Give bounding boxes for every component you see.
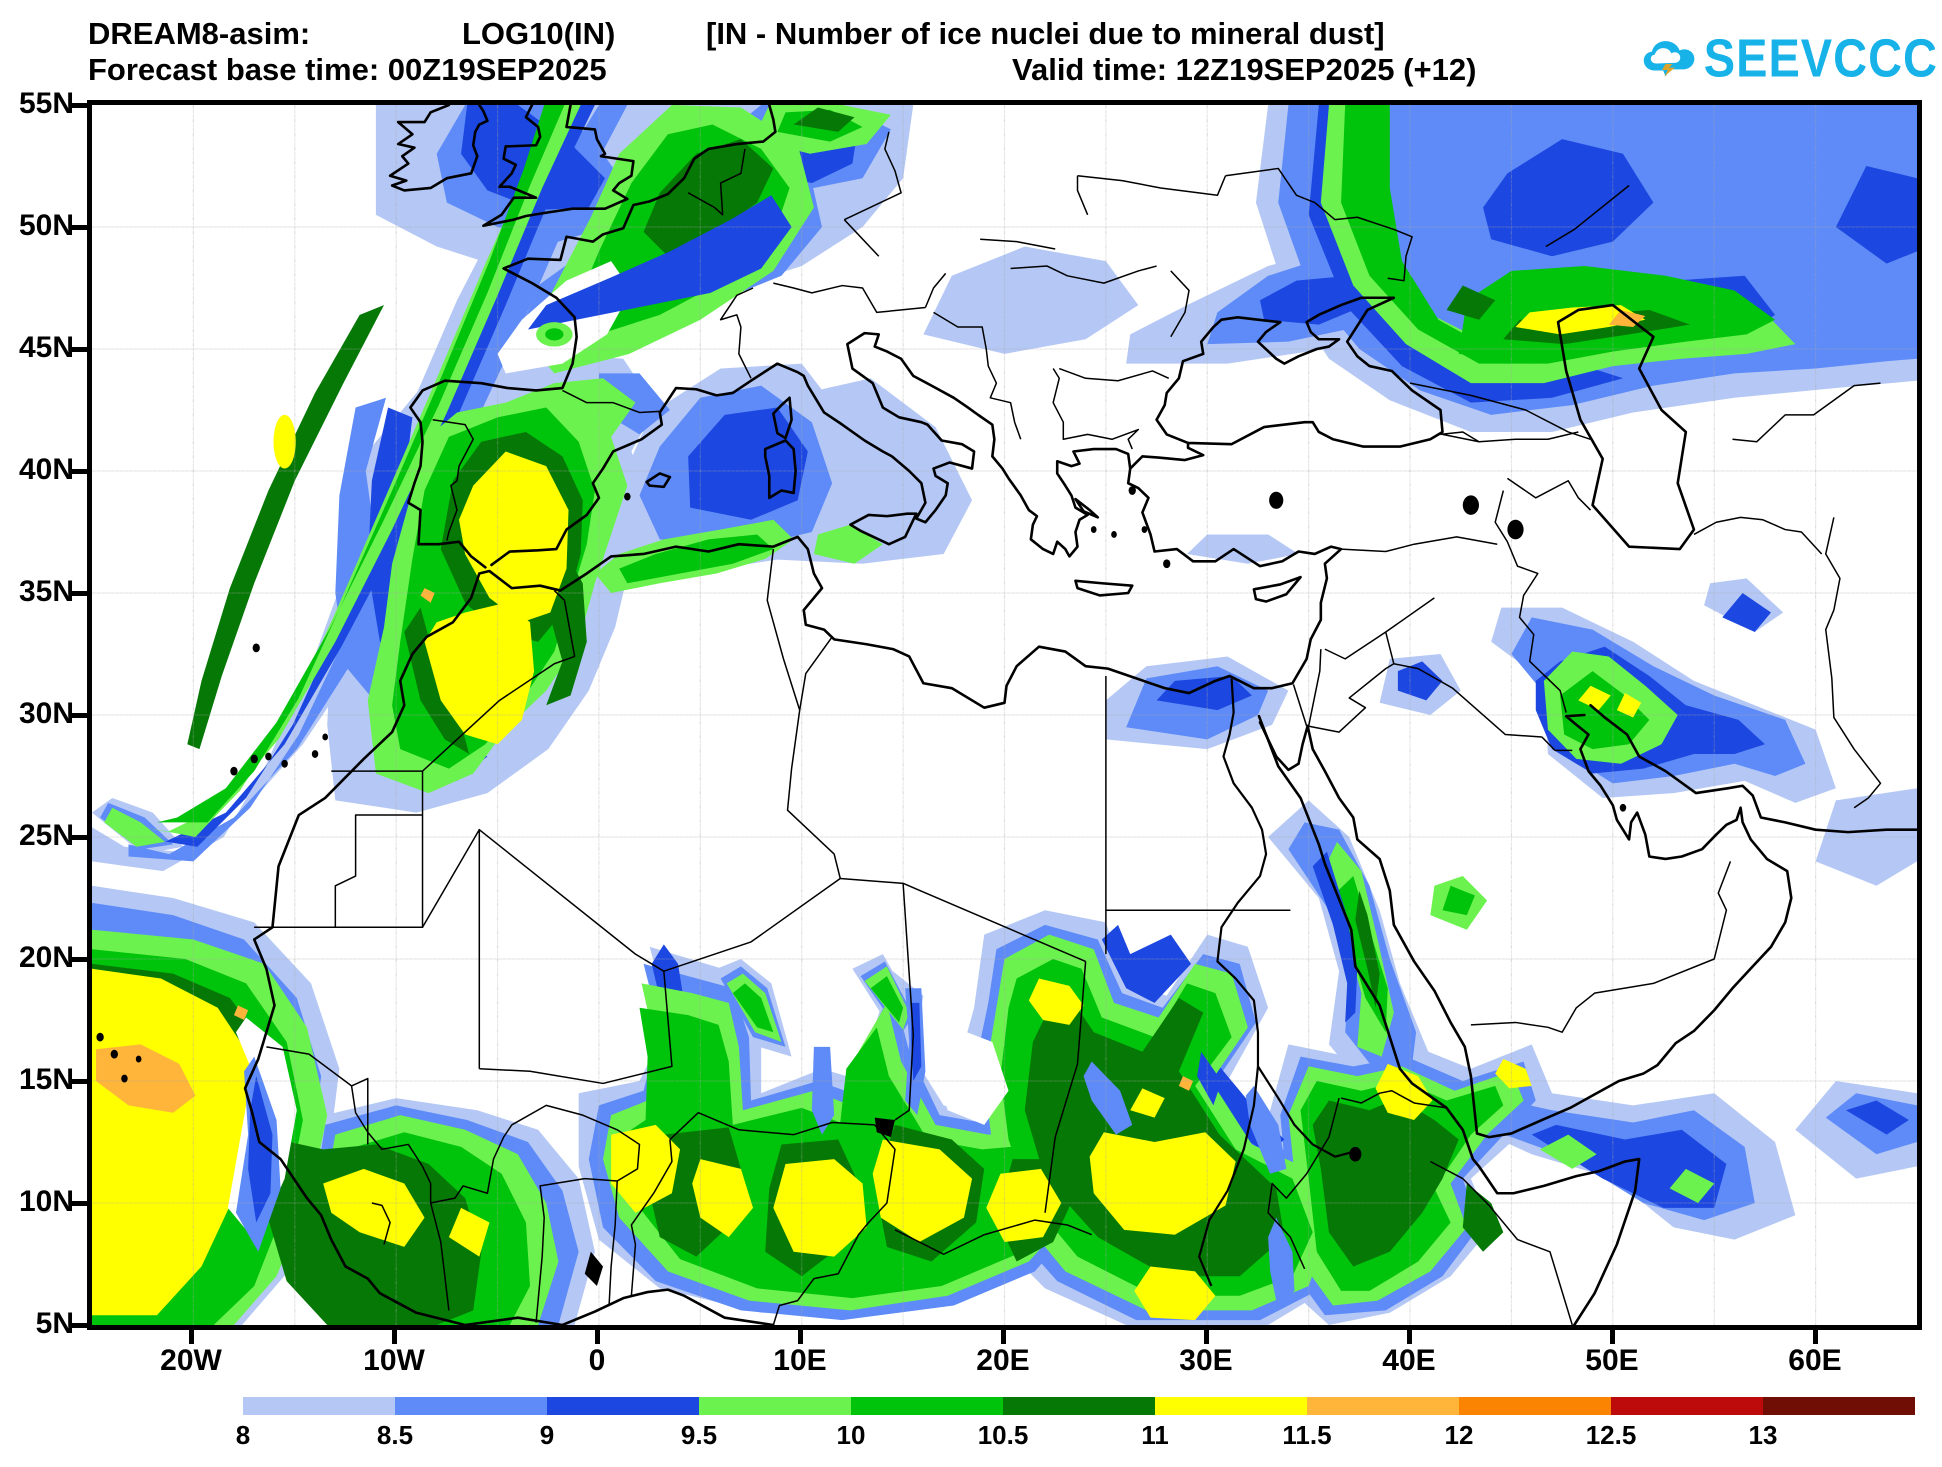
nile-river: [1199, 678, 1353, 1286]
legend-value: 12.5: [1585, 1420, 1637, 1450]
legend-swatch: [1003, 1397, 1155, 1415]
y-tick: [72, 469, 87, 474]
legend-value: 11: [1141, 1420, 1169, 1450]
coastlines: [245, 105, 1917, 1325]
shade-level-11: [92, 305, 1646, 1321]
map-frame: [87, 100, 1922, 1330]
map-svg: [92, 105, 1917, 1325]
y-axis-label: 25N: [18, 819, 74, 852]
y-tick: [72, 347, 87, 352]
legend-swatch: [1307, 1397, 1459, 1415]
seevccc-logo: SEEVCCC: [1642, 22, 1938, 92]
legend-swatch: [851, 1397, 1003, 1415]
country-borders: [254, 132, 1880, 1325]
legend-value: 9.5: [680, 1420, 718, 1450]
y-axis-label: 50N: [18, 209, 74, 242]
legend-swatch: [1155, 1397, 1307, 1415]
legend-value: 12: [1444, 1420, 1474, 1450]
x-tick: [798, 1330, 803, 1344]
legend-value: 9: [539, 1420, 555, 1450]
x-tick: [595, 1330, 600, 1344]
legend-swatch: [1763, 1397, 1915, 1415]
y-tick: [72, 713, 87, 718]
variable-description: [IN - Number of ice nuclei due to minera…: [706, 16, 1385, 51]
x-axis-label: 60E: [1788, 1344, 1842, 1377]
dust-shading: [92, 105, 1917, 1325]
x-axis-label: 10W: [363, 1344, 425, 1377]
variable-name: LOG10(IN): [462, 16, 616, 51]
legend-value: 11.5: [1282, 1420, 1332, 1450]
y-tick: [72, 1201, 87, 1206]
legend-swatch: [1459, 1397, 1611, 1415]
y-axis-label: 30N: [18, 697, 74, 730]
y-axis-label: 10N: [18, 1185, 74, 1218]
y-tick: [72, 835, 87, 840]
x-axis-label: 30E: [1179, 1344, 1233, 1377]
y-axis-label: 5N: [35, 1307, 74, 1340]
x-tick: [1610, 1330, 1615, 1344]
shade-overlays: [235, 195, 1358, 1311]
y-axis-label: 45N: [18, 331, 74, 364]
legend-swatch: [395, 1397, 547, 1415]
x-tick: [1407, 1330, 1412, 1344]
y-tick: [72, 1079, 87, 1084]
y-tick: [72, 957, 87, 962]
x-axis-label: 0: [588, 1344, 606, 1377]
legend-value: 10: [836, 1420, 866, 1450]
y-axis-label: 55N: [18, 87, 74, 120]
legend-swatch: [547, 1397, 699, 1415]
y-axis-label: 40N: [18, 453, 74, 486]
y-tick: [72, 103, 87, 108]
x-tick: [392, 1330, 397, 1344]
forecast-base-time: Forecast base time: 00Z19SEP2025: [88, 52, 607, 87]
x-axis-label: 50E: [1585, 1344, 1639, 1377]
x-axis-label: 20W: [160, 1344, 222, 1377]
lakes: [584, 491, 1524, 1286]
legend-swatch: [243, 1397, 395, 1415]
x-axis-label: 40E: [1382, 1344, 1436, 1377]
legend-value: 10.5: [977, 1420, 1029, 1450]
y-axis-label: 20N: [18, 941, 74, 974]
legend-value: 8: [235, 1420, 251, 1450]
x-tick: [1001, 1330, 1006, 1344]
legend-colorbar: [243, 1397, 1915, 1415]
x-tick: [1204, 1330, 1209, 1344]
y-tick: [72, 225, 87, 230]
y-axis-label: 15N: [18, 1063, 74, 1096]
y-axis-label: 35N: [18, 575, 74, 608]
y-tick: [72, 1323, 87, 1328]
logo-text: SEEVCCC: [1703, 26, 1938, 88]
legend-value: 8.5: [376, 1420, 414, 1450]
x-axis-label: 10E: [773, 1344, 827, 1377]
legend-value: 13: [1748, 1420, 1778, 1450]
y-tick: [72, 591, 87, 596]
valid-time: Valid time: 12Z19SEP2025 (+12): [1012, 52, 1477, 87]
legend-swatch: [1611, 1397, 1763, 1415]
x-axis-label: 20E: [976, 1344, 1030, 1377]
cloud-lightning-icon: [1643, 41, 1695, 77]
x-tick: [189, 1330, 194, 1344]
x-tick: [1813, 1330, 1818, 1344]
model-name: DREAM8-asim:: [88, 16, 311, 51]
gridlines: [92, 105, 1917, 1325]
legend-swatch: [699, 1397, 851, 1415]
small-islands: [96, 486, 1627, 1083]
